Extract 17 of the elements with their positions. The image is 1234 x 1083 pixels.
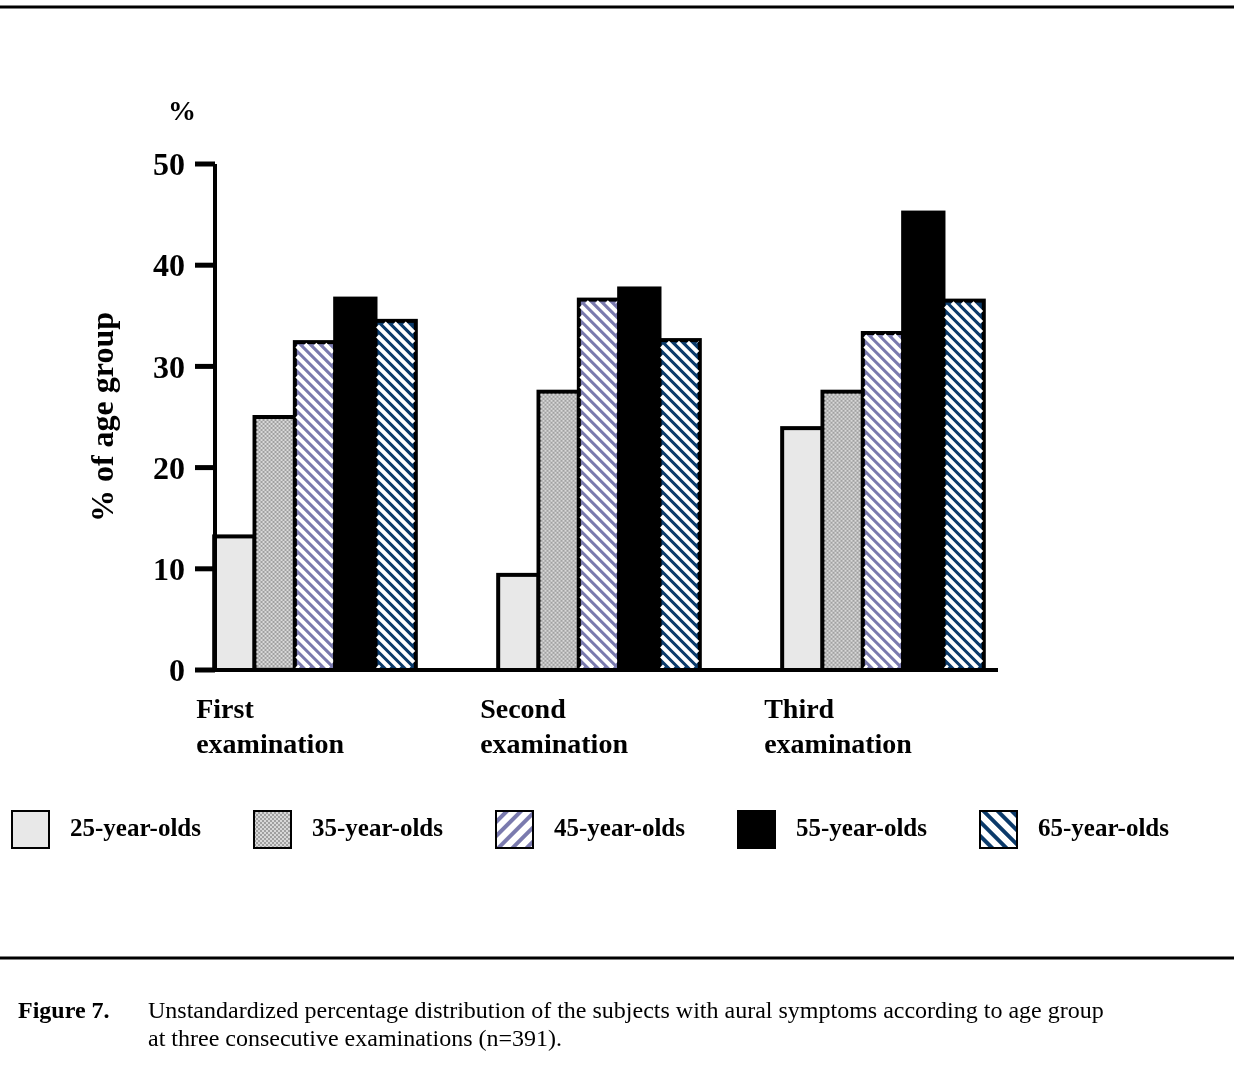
y-tick-label: 20 <box>153 449 185 486</box>
y-tick-label: 40 <box>153 247 185 284</box>
y-tick-label: 10 <box>153 551 185 587</box>
y-tick-label: 30 <box>153 348 185 385</box>
y-tick-label: 50 <box>153 146 185 183</box>
text: Figure 7. Unstandardized percentage distribution of the subjects with aural symptoms according to age group at three consecutive examinations (n=391). <box>18 997 1104 1051</box>
text: % <box>168 95 196 126</box>
legend-label: 55-year-olds <box>796 814 928 841</box>
y-tick-label: 0 <box>169 652 185 689</box>
x-tick-label: First examination <box>196 693 345 759</box>
legend-label: 35-year-olds <box>312 814 444 841</box>
x-tick-label: Third examination <box>764 693 913 759</box>
legend-label: 65-year-olds <box>1038 814 1170 841</box>
x-tick-label: Second examination <box>480 693 629 759</box>
legend-label: 45-year-olds <box>554 814 686 841</box>
legend-label: 25-year-olds <box>70 814 202 841</box>
y-axis-title: % of age group <box>84 311 120 523</box>
